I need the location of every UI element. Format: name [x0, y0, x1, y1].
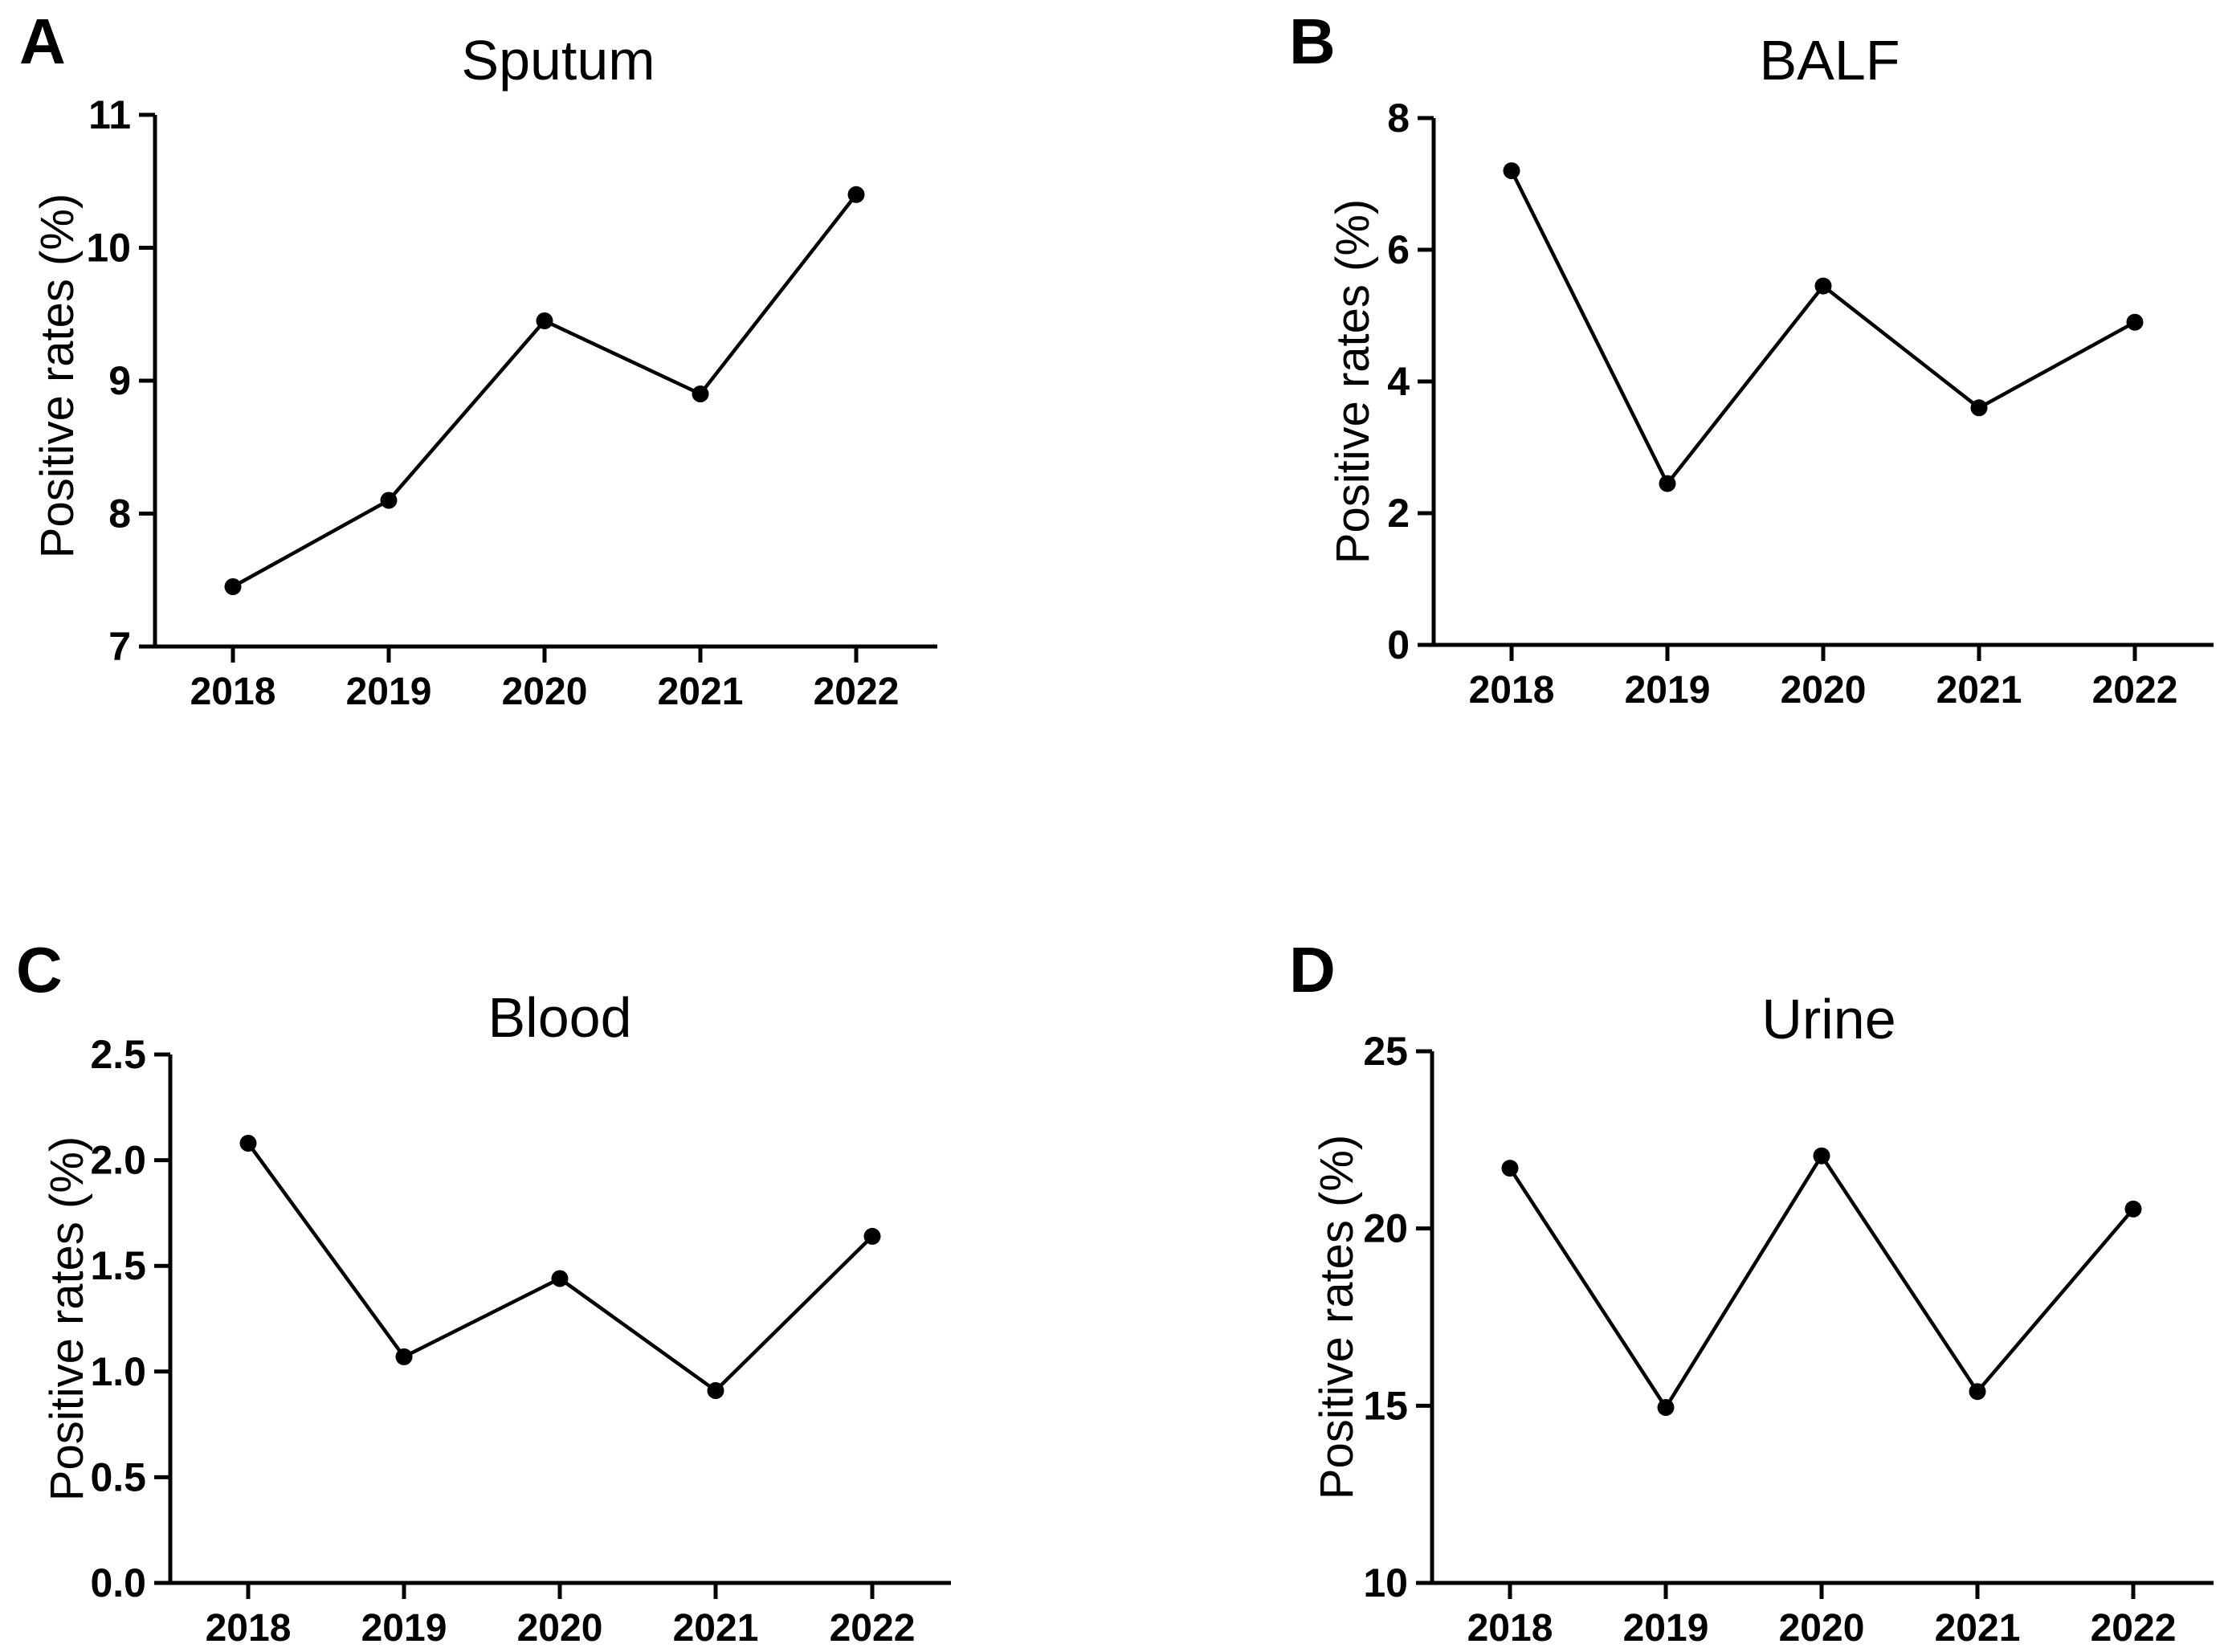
axis-lines: [168, 1054, 951, 1585]
x-tick-label: 2020: [517, 1607, 603, 1650]
sputum-line-chart: 7 8 9 10 11 2018 2019 2020 2021 2022: [86, 92, 937, 713]
x-tick-label: 2018: [206, 1607, 292, 1650]
y-axis-label-urine: Positive rates (%): [1311, 1134, 1363, 1500]
x-tick-label: 2019: [346, 671, 432, 713]
data-point: [2124, 1200, 2142, 1218]
data-line: [231, 193, 858, 589]
y-axis-label-balf: Positive rates (%): [1327, 198, 1379, 565]
panel-letter-a: A: [19, 6, 66, 77]
y-tick-label: 2: [1387, 491, 1410, 536]
urine-line-chart: 10 15 20 25 2018 2019 2020 2021 2022: [1363, 1029, 2214, 1650]
axis-lines: [1430, 1051, 2214, 1585]
x-tick-label: 2019: [1625, 669, 1711, 712]
y-tick-label: 9: [108, 358, 131, 403]
data-point: [692, 385, 709, 402]
x-tick-label: 2022: [2091, 1607, 2177, 1650]
panel-balf: 0 2 4 6 8 2018 2019 2020 2021 2022 B BALF Positiv…: [1112, 0, 2224, 826]
blood-line-chart: 0.0 0.5 1.0 1.5 2.0 2.5 2018 2019 2020 2021 2022: [90, 1032, 951, 1650]
y-tick-label: 10: [1363, 1560, 1408, 1605]
x-tick-label: 2021: [1936, 669, 2022, 712]
y-tick-label: 1.5: [90, 1243, 146, 1288]
y-tick-label: 10: [86, 226, 131, 271]
chart-title-urine: Urine: [1761, 988, 1896, 1050]
data-point: [536, 312, 553, 329]
data-point: [1969, 1383, 1986, 1401]
x-tick-label: 2020: [1779, 1607, 1865, 1650]
data-point: [551, 1270, 569, 1287]
data-point: [224, 578, 242, 595]
x-tick-label: 2021: [1935, 1607, 2021, 1650]
data-line: [1508, 1152, 2135, 1411]
data-point: [380, 492, 398, 509]
x-tick-label: 2018: [1467, 1607, 1553, 1650]
data-point: [395, 1348, 413, 1365]
y-tick-label: 8: [108, 492, 131, 536]
x-tick-label: 2018: [1469, 669, 1555, 712]
data-point: [1501, 1160, 1519, 1177]
data-point: [1813, 1147, 1830, 1165]
y-tick-label: 8: [1387, 96, 1410, 141]
y-tick-label: 25: [1363, 1029, 1408, 1074]
data-point: [707, 1382, 724, 1399]
y-axis-label-blood: Positive rates (%): [41, 1136, 93, 1502]
panel-sputum: 7 8 9 10 11 2018 2019 2020 2021 2022 A Sputum Pos…: [0, 0, 1112, 826]
x-tick-label: 2021: [658, 671, 744, 713]
data-line: [247, 1142, 874, 1393]
x-tick-label: 2022: [814, 671, 900, 713]
y-tick-label: 7: [108, 624, 131, 669]
y-tick-label: 1.0: [90, 1349, 146, 1394]
x-tick-label: 2019: [361, 1607, 447, 1650]
data-point: [847, 186, 865, 203]
x-tick-label: 2018: [190, 671, 276, 713]
y-tick-label: 0.0: [90, 1560, 146, 1605]
y-tick-label: 11: [88, 92, 131, 137]
panel-blood: 0.0 0.5 1.0 1.5 2.0 2.5 2018 2019 2020 2021 2022 C…: [0, 826, 1112, 1652]
y-tick-label: 0.5: [90, 1454, 146, 1499]
data-line: [1509, 169, 2136, 487]
y-tick-label: 4: [1387, 359, 1410, 404]
x-tick-label: 2022: [2092, 669, 2178, 712]
y-axis-label-sputum: Positive rates (%): [31, 193, 84, 559]
data-point: [863, 1227, 881, 1245]
x-tick-label: 2019: [1623, 1607, 1709, 1650]
balf-line-chart: 0 2 4 6 8 2018 2019 2020 2021 2022: [1387, 96, 2214, 712]
data-point: [1970, 399, 1988, 417]
y-tick-label: 6: [1387, 227, 1410, 272]
y-tick-label: 20: [1363, 1206, 1408, 1251]
y-tick-label: 0: [1387, 622, 1410, 667]
data-point: [1814, 277, 1832, 295]
panel-urine: 10 15 20 25 2018 2019 2020 2021 2022 D Urine Pos…: [1112, 826, 2224, 1652]
x-tick-label: 2021: [673, 1607, 759, 1650]
y-tick-label: 2.5: [90, 1032, 146, 1077]
panel-letter-c: C: [16, 934, 63, 1005]
data-point: [1657, 1399, 1675, 1416]
data-point: [1503, 162, 1520, 180]
axis-lines: [1431, 118, 2214, 647]
x-tick-label: 2022: [830, 1607, 916, 1650]
y-tick-label: 2.0: [90, 1138, 146, 1183]
y-tick-label: 15: [1363, 1383, 1408, 1428]
chart-title-balf: BALF: [1759, 29, 1900, 92]
x-tick-label: 2020: [502, 671, 588, 713]
data-point: [2126, 313, 2144, 331]
chart-title-sputum: Sputum: [461, 29, 655, 92]
panel-letter-d: D: [1289, 934, 1336, 1005]
x-tick-label: 2020: [1781, 669, 1867, 712]
data-point: [1659, 475, 1676, 492]
panel-letter-b: B: [1289, 6, 1336, 77]
chart-title-blood: Blood: [488, 986, 632, 1049]
data-point: [239, 1135, 257, 1152]
